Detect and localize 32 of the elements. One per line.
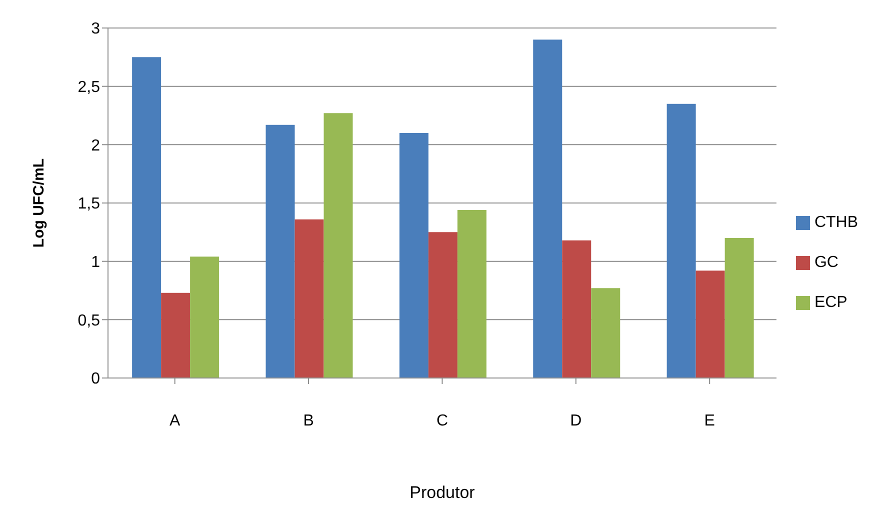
y-tick-label: 1,5 (78, 196, 100, 213)
legend-label: ECP (814, 294, 848, 311)
y-tick-label: 0,5 (78, 312, 100, 330)
bar (132, 57, 162, 378)
legend-label: GC (814, 254, 838, 271)
y-tick-label: 3 (91, 20, 100, 38)
y-tick-label: 2 (91, 137, 100, 154)
bar (399, 133, 428, 378)
x-tick-label: A (170, 412, 181, 430)
legend-label: CTHB (814, 214, 858, 231)
y-tick-label: 2,5 (78, 79, 100, 96)
x-tick-label: D (570, 412, 582, 430)
bar (562, 240, 592, 378)
bar (294, 219, 324, 378)
bar (666, 104, 696, 378)
bar (190, 256, 220, 378)
bar (324, 113, 353, 378)
bar (696, 270, 725, 378)
bar (591, 288, 620, 378)
x-tick-label: B (303, 412, 314, 430)
bar (428, 232, 458, 378)
y-axis-title: Log UFC/mL (30, 158, 48, 248)
bar (724, 238, 754, 378)
x-tick-label: E (704, 412, 715, 430)
x-tick-label: C (436, 412, 448, 430)
bar (266, 124, 295, 378)
y-tick-label: 0 (91, 370, 100, 388)
bar (533, 40, 562, 378)
bar (161, 292, 190, 378)
x-axis-title: Produtor (410, 483, 476, 502)
y-tick-label: 1 (91, 254, 100, 272)
bar (457, 210, 486, 378)
